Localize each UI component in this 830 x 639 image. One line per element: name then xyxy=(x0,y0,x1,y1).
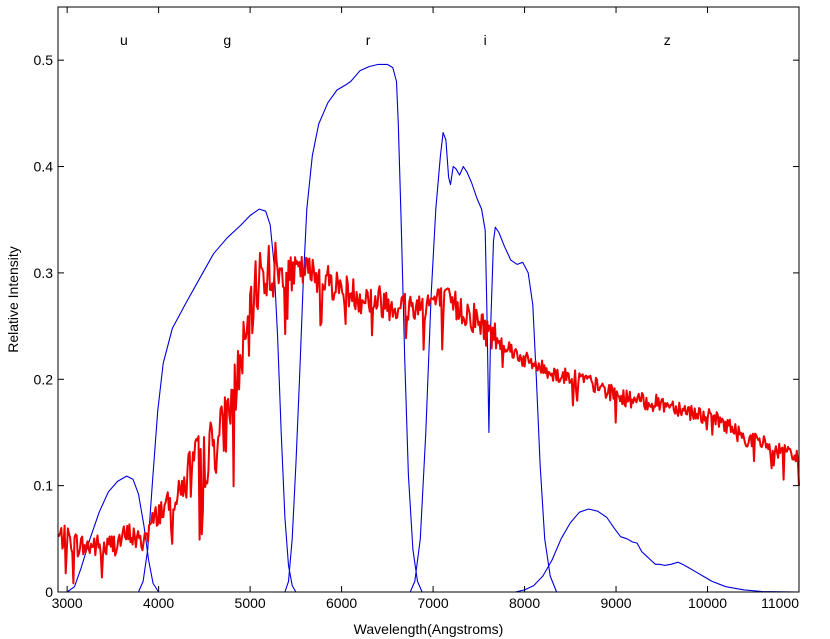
y-tick-label: 0.4 xyxy=(34,159,54,175)
x-tick-label: 3000 xyxy=(52,595,83,611)
tick-layer: 3000 4000 5000 6000 7000 8000 9000 10000 11000 0 0… xyxy=(34,7,800,611)
y-tick-label: 0.3 xyxy=(34,265,54,281)
band-label-r: r xyxy=(366,32,371,48)
x-tick-label: 5000 xyxy=(235,595,266,611)
plot-frame xyxy=(57,6,800,593)
band-label-g: g xyxy=(223,32,231,48)
x-tick-label: 7000 xyxy=(417,595,448,611)
spectrum-line xyxy=(57,241,800,585)
filter-curve-3 xyxy=(409,131,558,593)
filter-curve-2 xyxy=(284,63,423,593)
y-tick-label: 0 xyxy=(45,584,53,600)
y-tick-label: 0.5 xyxy=(34,52,54,68)
y-tick-label: 0.2 xyxy=(34,371,54,387)
x-tick-label: 11000 xyxy=(761,595,799,611)
x-tick-label: 8000 xyxy=(509,595,540,611)
filter-curve-4 xyxy=(515,508,800,593)
y-tick-label: 0.1 xyxy=(34,478,54,494)
filter-curve-1 xyxy=(137,208,297,593)
filter-curve-0 xyxy=(66,475,160,593)
x-tick-label: 6000 xyxy=(326,595,357,611)
x-axis-label: Wavelength(Angstroms) xyxy=(354,621,504,637)
y-axis-label: Relative Intensity xyxy=(5,246,21,353)
x-tick-label: 4000 xyxy=(143,595,174,611)
band-label-u: u xyxy=(120,32,128,48)
band-label-i: i xyxy=(484,32,487,48)
band-label-z: z xyxy=(664,32,671,48)
x-tick-label: 9000 xyxy=(600,595,631,611)
x-tick-label: 10000 xyxy=(688,595,727,611)
series-layer xyxy=(57,63,800,593)
